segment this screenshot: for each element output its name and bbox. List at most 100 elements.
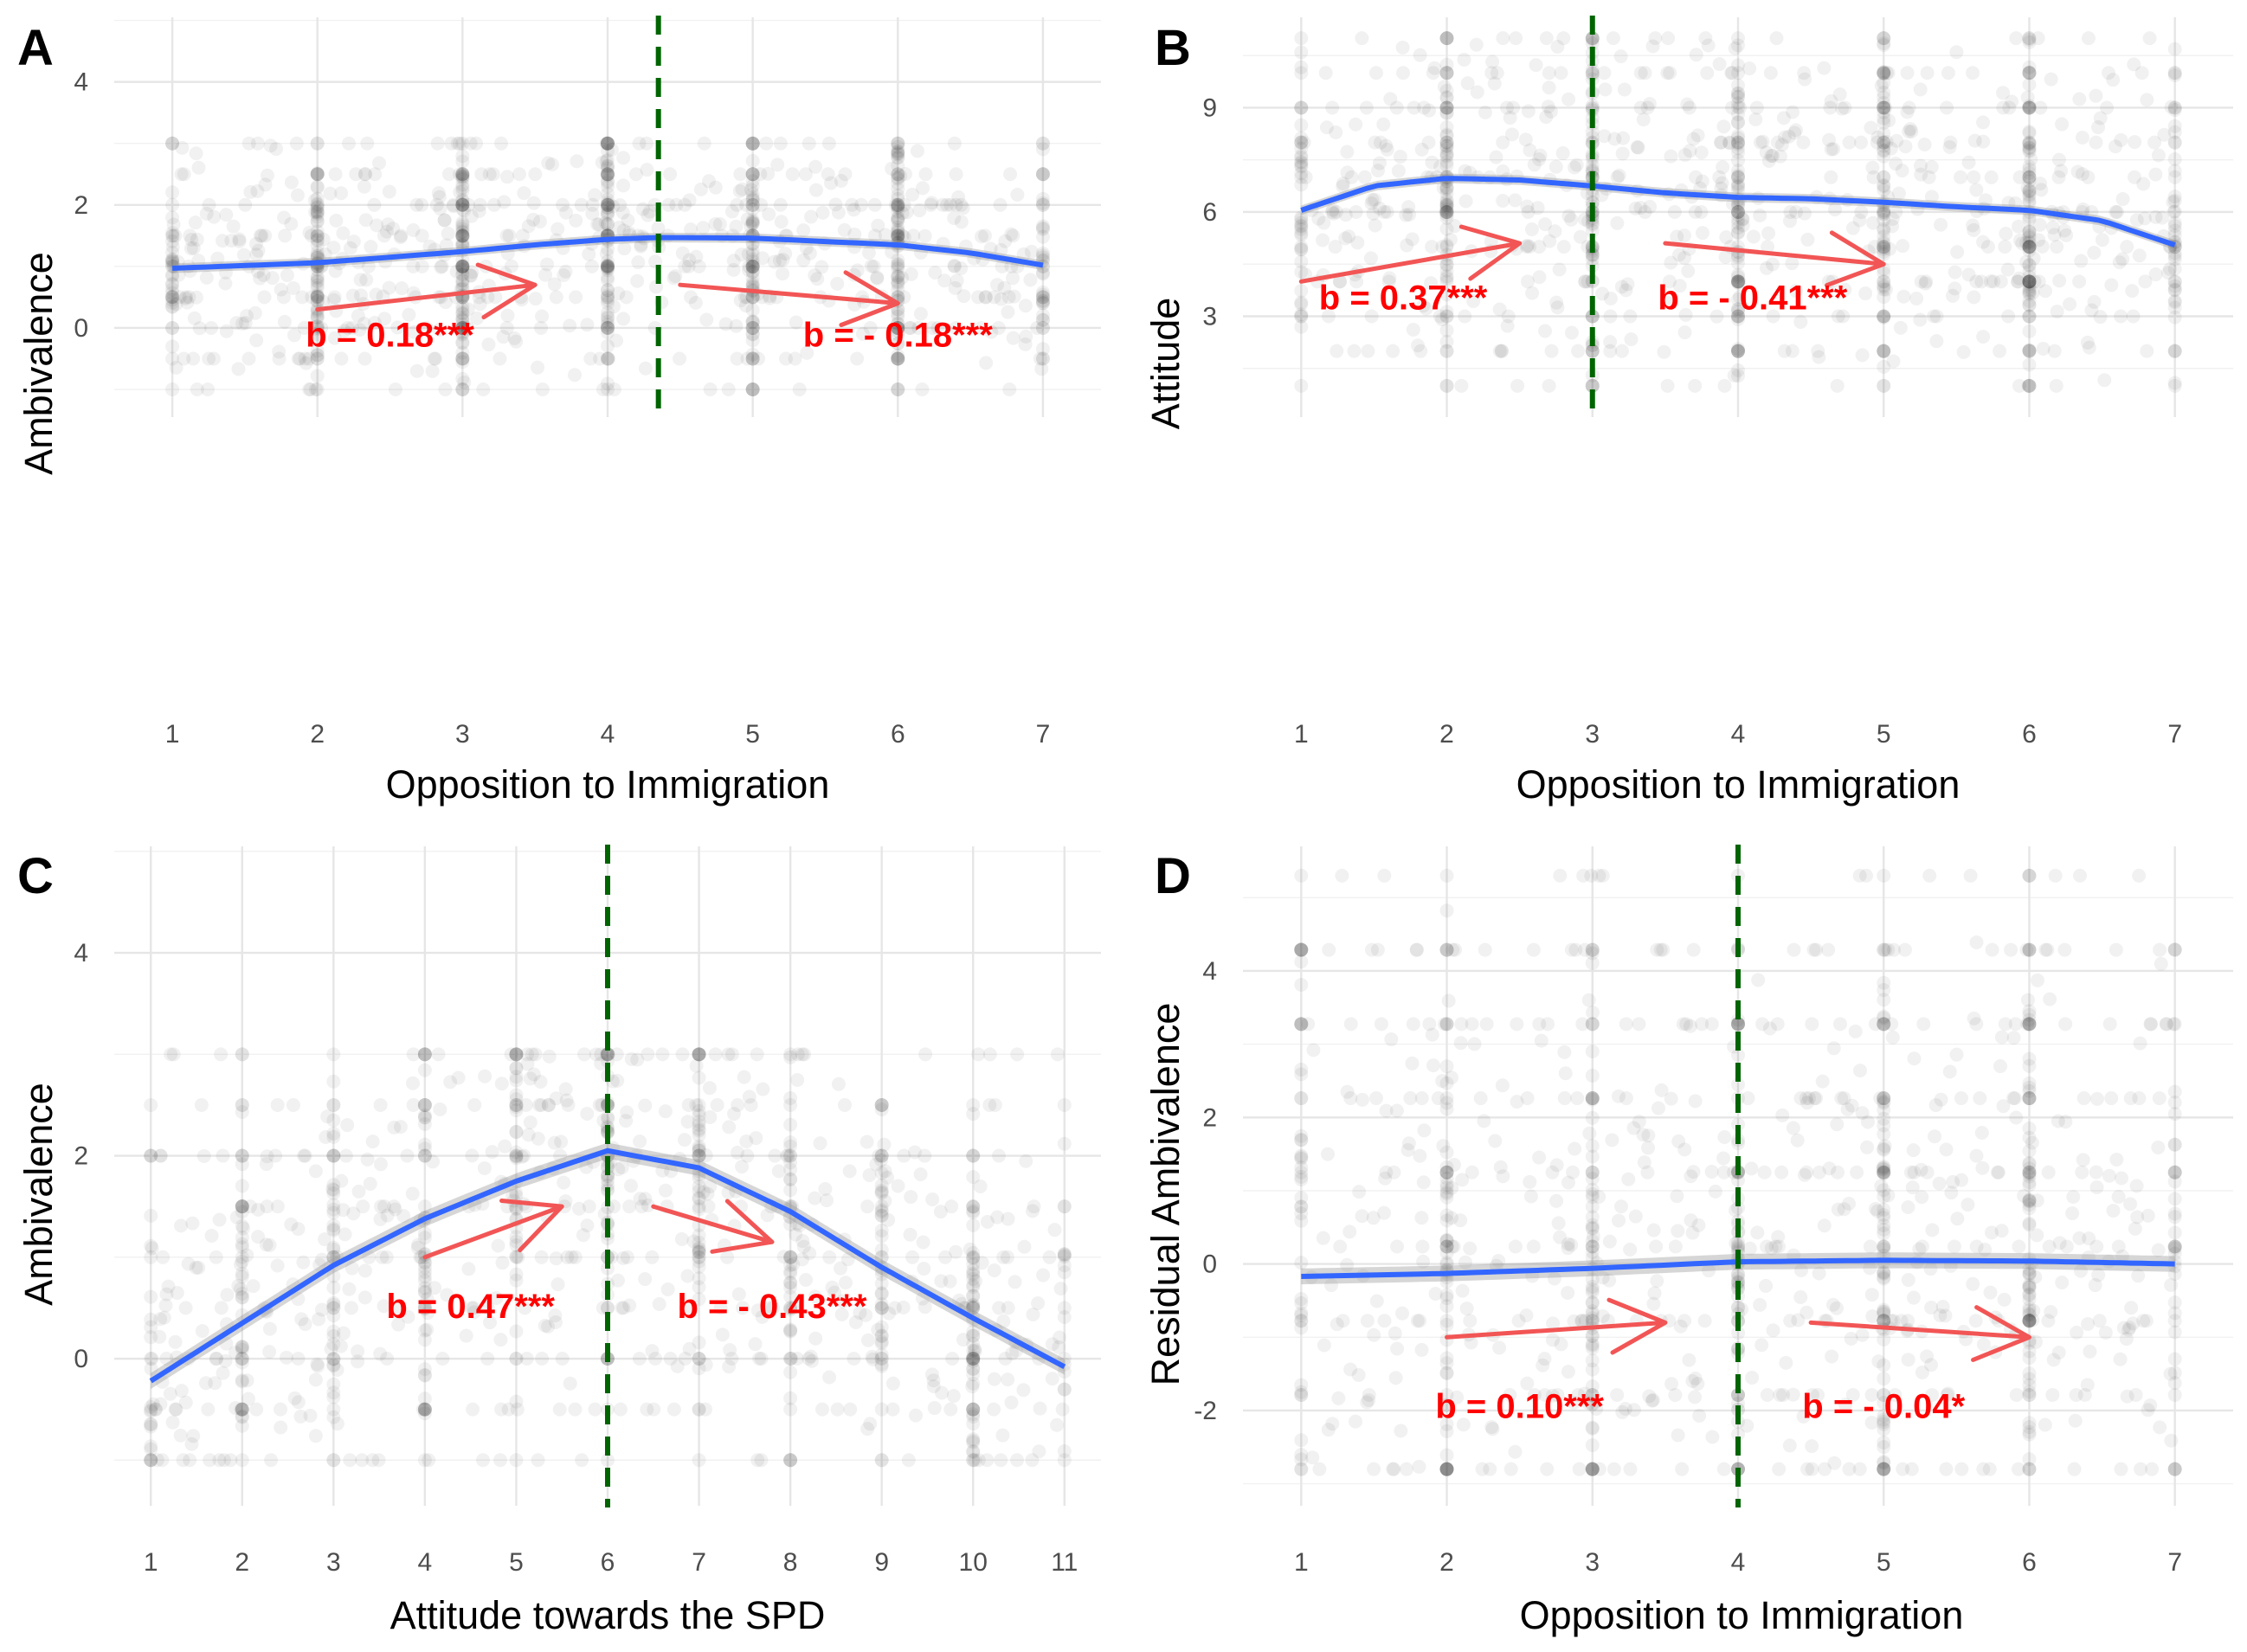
- data-point: [754, 1352, 769, 1366]
- data-point: [2111, 1189, 2126, 1204]
- data-point: [239, 309, 254, 324]
- data-point: [374, 1199, 389, 1214]
- data-point: [1439, 135, 1454, 150]
- data-point: [761, 166, 776, 181]
- data-point: [1410, 1314, 1425, 1328]
- data-point: [1585, 99, 1600, 113]
- data-point: [1716, 119, 1731, 134]
- data-point: [966, 1453, 981, 1468]
- data-point: [2072, 274, 2087, 289]
- data-point: [2167, 378, 2182, 393]
- data-point: [463, 268, 478, 283]
- data-point: [1877, 66, 1891, 80]
- data-point: [1835, 101, 1850, 116]
- data-point: [966, 1367, 981, 1382]
- data-point: [810, 272, 825, 286]
- data-point: [1439, 83, 1454, 98]
- data-point: [576, 1228, 590, 1243]
- data-point: [268, 1148, 283, 1163]
- data-point: [1863, 1239, 1877, 1254]
- data-point: [2160, 266, 2175, 280]
- data-point: [1716, 1165, 1731, 1180]
- data-point: [380, 1352, 395, 1366]
- data-point: [2019, 254, 2034, 269]
- data-point: [2151, 1243, 2166, 1257]
- data-point: [1439, 344, 1454, 358]
- data-point: [2027, 274, 2042, 289]
- data-point: [2167, 164, 2182, 178]
- data-point: [1294, 177, 1309, 192]
- data-point: [455, 320, 470, 335]
- data-point: [1597, 66, 1612, 80]
- data-point: [473, 197, 487, 212]
- data-point: [966, 1407, 981, 1422]
- data-point: [638, 1098, 653, 1113]
- data-point: [229, 1401, 243, 1416]
- data-point: [2050, 240, 2064, 254]
- data-point: [1731, 204, 1745, 219]
- data-point: [2115, 1171, 2129, 1186]
- data-point: [966, 1343, 981, 1358]
- data-point: [1439, 309, 1454, 324]
- data-point: [509, 1394, 524, 1409]
- data-point: [1035, 250, 1050, 265]
- data-point: [2132, 868, 2147, 883]
- data-point: [428, 351, 443, 366]
- data-point: [946, 1389, 961, 1404]
- data-point: [2129, 1179, 2144, 1193]
- data-point: [1540, 1462, 1555, 1476]
- data-point: [379, 224, 394, 239]
- data-point: [326, 1148, 341, 1163]
- data-point: [601, 311, 615, 325]
- data-point: [1670, 1189, 1684, 1204]
- data-point: [847, 1352, 861, 1366]
- data-point: [236, 247, 251, 262]
- data-point: [789, 1352, 804, 1366]
- data-point: [2066, 1190, 2081, 1205]
- data-point: [455, 371, 470, 386]
- data-point: [1822, 132, 1837, 147]
- panel-d-x-axis-title: Opposition to Immigration: [1520, 1593, 1964, 1637]
- data-point: [2072, 868, 2087, 883]
- data-point: [2022, 274, 2037, 289]
- data-point: [1415, 1239, 1430, 1254]
- data-point: [783, 1135, 798, 1150]
- data-point: [878, 228, 892, 242]
- data-point: [1628, 1209, 1643, 1224]
- data-point: [601, 159, 615, 174]
- data-point: [642, 204, 657, 219]
- data-point: [431, 1047, 446, 1062]
- data-point: [2022, 258, 2037, 273]
- data-point: [377, 228, 391, 243]
- data-point: [1439, 258, 1454, 273]
- data-point: [1885, 219, 1900, 234]
- data-point: [1877, 179, 1891, 194]
- data-point: [259, 1237, 274, 1252]
- data-point: [1884, 1017, 1899, 1032]
- data-point: [1821, 942, 1836, 957]
- data-point: [1913, 312, 1928, 327]
- data-point: [2022, 135, 2037, 150]
- data-point: [1439, 1351, 1454, 1366]
- data-point: [534, 320, 549, 335]
- data-point: [808, 1191, 822, 1205]
- data-point: [601, 259, 615, 273]
- data-point: [924, 196, 939, 210]
- data-point: [2022, 194, 2037, 209]
- data-point: [2022, 209, 2037, 224]
- data-point: [260, 168, 274, 183]
- data-point: [1969, 183, 1984, 197]
- data-point: [589, 1047, 603, 1062]
- data-point: [788, 351, 802, 366]
- data-point: [2142, 31, 2157, 46]
- data-point: [1982, 1462, 1997, 1476]
- data-point: [446, 197, 460, 212]
- panel-b-y-axis-title: Attitude: [1143, 298, 1188, 430]
- data-point: [745, 178, 760, 193]
- data-point: [308, 1372, 323, 1387]
- data-point: [1572, 1462, 1587, 1476]
- y-tick-label: 9: [1202, 93, 1217, 122]
- data-point: [885, 1376, 900, 1391]
- data-point: [2022, 236, 2037, 251]
- data-point: [601, 197, 615, 212]
